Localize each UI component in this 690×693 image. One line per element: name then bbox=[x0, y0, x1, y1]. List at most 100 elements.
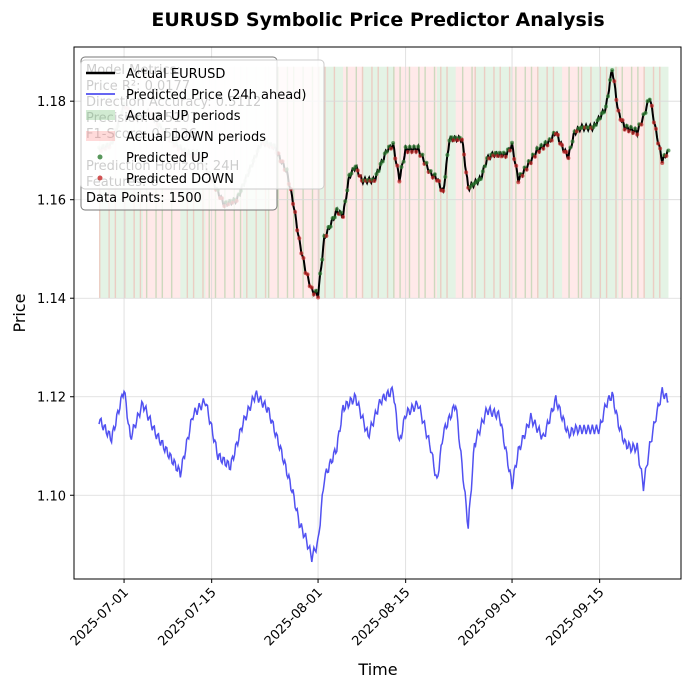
info-box-line: Data Points: 1500 bbox=[86, 191, 202, 206]
period-stripe bbox=[461, 66, 464, 299]
period-stripe bbox=[605, 66, 608, 299]
period-stripe bbox=[499, 66, 501, 299]
predicted-up-dot bbox=[603, 104, 608, 109]
y-tick-label: 1.10 bbox=[37, 489, 66, 504]
predicted-down-dot bbox=[464, 170, 469, 175]
predicted-down-dot bbox=[560, 143, 565, 148]
predicted-up-dot bbox=[428, 168, 433, 173]
legend-swatch-dot bbox=[97, 175, 103, 181]
period-stripe bbox=[408, 66, 411, 299]
legend: Actual EURUSD Predicted Price (24h ahead)… bbox=[80, 59, 325, 190]
predicted-down-dot bbox=[316, 295, 321, 300]
predicted-up-dot bbox=[345, 188, 350, 193]
predicted-down-dot bbox=[414, 149, 419, 154]
predicted-up-dot bbox=[535, 146, 540, 151]
predicted-down-dot bbox=[549, 138, 554, 143]
predicted-down-dot bbox=[512, 156, 517, 161]
legend-swatch-dot bbox=[97, 154, 103, 160]
predicted-down-dot bbox=[631, 130, 636, 135]
predicted-down-dot bbox=[658, 146, 663, 151]
predicted-up-dot bbox=[420, 152, 425, 157]
period-stripe bbox=[418, 66, 420, 299]
period-stripe bbox=[577, 66, 580, 299]
period-stripe bbox=[580, 66, 583, 299]
period-stripe bbox=[659, 66, 661, 299]
plot-border bbox=[73, 46, 682, 580]
legend-item: Predicted DOWN bbox=[97, 172, 234, 187]
predicted-down-dot bbox=[324, 233, 329, 238]
period-up-12 bbox=[474, 66, 513, 299]
predicted-up-dot bbox=[407, 144, 412, 149]
predicted-down-dot bbox=[295, 228, 300, 233]
period-stripe bbox=[568, 66, 570, 299]
predicted-up-dot bbox=[401, 159, 406, 164]
period-stripe bbox=[537, 66, 539, 299]
period-stripe bbox=[530, 66, 533, 299]
predicted-down-dot bbox=[393, 156, 398, 161]
period-stripe bbox=[393, 66, 395, 299]
predicted-up-dot bbox=[624, 123, 629, 128]
predicted-up-dot bbox=[666, 148, 671, 153]
predicted-up-dot bbox=[332, 215, 337, 220]
predicted-down-dot bbox=[293, 210, 298, 215]
period-stripe bbox=[324, 66, 326, 299]
predicted-up-dot bbox=[416, 144, 421, 149]
predicted-up-dot bbox=[570, 139, 575, 144]
predicted-up-dot bbox=[349, 171, 354, 176]
legend-item: Actual EURUSD bbox=[86, 67, 225, 82]
legend-swatch-patch bbox=[86, 131, 115, 141]
predicted-down-dot bbox=[532, 154, 537, 159]
predicted-up-dot bbox=[510, 140, 515, 145]
predicted-up-dot bbox=[399, 164, 404, 169]
predicted-down-dot bbox=[372, 179, 377, 184]
predicted-up-dot bbox=[380, 159, 385, 164]
predicted-down-dot bbox=[537, 149, 542, 154]
predicted-down-dot bbox=[305, 272, 310, 277]
predicted-up-dot bbox=[384, 149, 389, 154]
predicted-up-dot bbox=[339, 210, 343, 215]
predicted-down-dot bbox=[405, 149, 410, 154]
x-tick-label: 2025-08-01 bbox=[262, 585, 326, 649]
period-stripe bbox=[424, 66, 426, 299]
predicted-down-dot bbox=[653, 126, 658, 131]
predicted-up-dot bbox=[328, 224, 333, 229]
legend-item: Actual UP periods bbox=[86, 109, 241, 124]
period-stripe bbox=[652, 66, 655, 299]
predicted-up-dot bbox=[313, 288, 318, 293]
y-tick-label: 1.12 bbox=[37, 391, 66, 406]
x-axis-label: Time bbox=[357, 660, 397, 679]
predicted-up-dot bbox=[597, 116, 602, 121]
predicted-down-dot bbox=[639, 122, 644, 127]
legend-item: Actual DOWN periods bbox=[86, 130, 266, 145]
predicted-down-dot bbox=[291, 201, 296, 206]
predicted-up-dot bbox=[497, 150, 502, 155]
predicted-down-dot bbox=[649, 103, 654, 108]
predicted-down-dot bbox=[507, 148, 512, 153]
period-up-14 bbox=[537, 66, 563, 299]
predicted-up-dot bbox=[318, 271, 323, 276]
predicted-up-dot bbox=[539, 143, 544, 148]
period-stripe bbox=[508, 66, 511, 299]
y-axis-label: Price bbox=[10, 293, 29, 332]
predicted-up-dot bbox=[482, 164, 487, 169]
x-tick-label: 2025-07-01 bbox=[68, 585, 132, 649]
predicted-up-dot bbox=[478, 177, 483, 182]
predicted-up-dot bbox=[343, 199, 348, 204]
predicted-up-dot bbox=[593, 122, 598, 127]
predicted-down-dot bbox=[651, 120, 656, 125]
predicted-down-dot bbox=[301, 255, 306, 260]
period-stripe bbox=[446, 66, 448, 299]
period-stripe bbox=[433, 66, 436, 299]
period-down-13 bbox=[512, 66, 538, 299]
period-stripe bbox=[346, 66, 348, 299]
predicted-up-dot bbox=[501, 150, 506, 155]
x-tick-label: 2025-07-15 bbox=[155, 585, 219, 649]
period-stripe bbox=[333, 66, 336, 299]
period-stripe bbox=[590, 66, 592, 299]
legend-label: Predicted UP bbox=[126, 151, 209, 166]
period-stripe bbox=[546, 66, 548, 299]
predicted-up-dot bbox=[443, 174, 448, 179]
predicted-down-dot bbox=[495, 153, 500, 158]
